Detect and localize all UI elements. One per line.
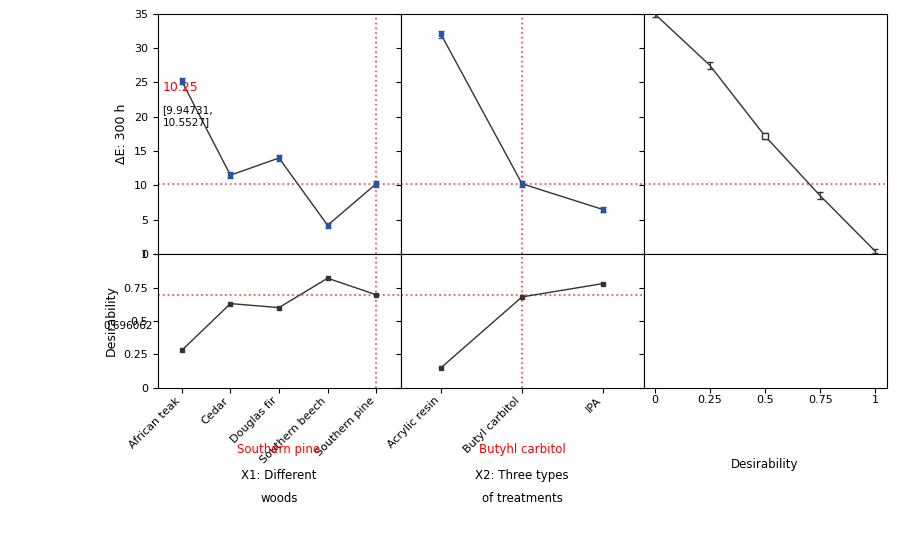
Text: [9.94731,
10.5527]: [9.94731, 10.5527] [162,105,213,126]
Y-axis label: Desirability: Desirability [104,285,118,356]
Text: X2: Three types: X2: Three types [475,469,569,482]
Text: 10.25: 10.25 [162,81,198,94]
Y-axis label: ΔE: 300 h: ΔE: 300 h [115,104,128,164]
Text: 0.696062: 0.696062 [104,321,153,332]
Text: Desirability: Desirability [732,458,799,471]
Text: of treatments: of treatments [482,492,562,505]
Text: woods: woods [260,492,298,505]
Text: Butyhl carbitol: Butyhl carbitol [479,443,565,456]
Text: X1: Different: X1: Different [241,469,317,482]
Text: Southern pine: Southern pine [238,443,320,456]
